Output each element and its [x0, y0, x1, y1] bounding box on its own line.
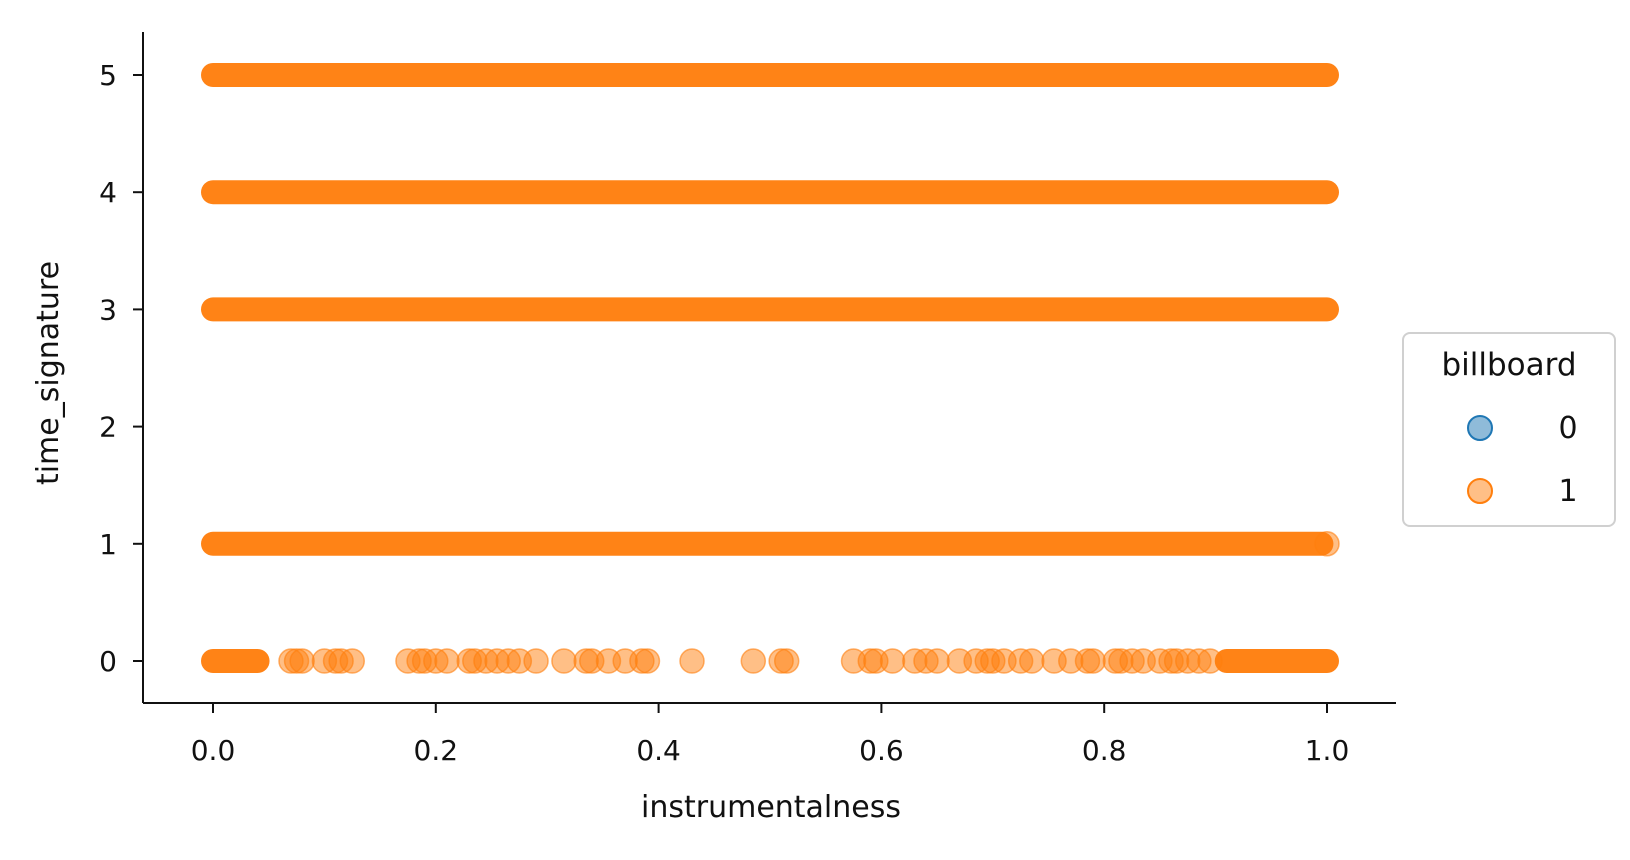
- axis-ticks: 0.0 0.2 0.4 0.6 0.8 1.0 0 1 2 3 4 5: [99, 59, 1349, 767]
- x-tick-label: 0.4: [636, 734, 681, 767]
- legend-label-0: 0: [1558, 411, 1577, 446]
- series-1-point: [523, 648, 549, 674]
- y-tick-label: 5: [99, 59, 117, 92]
- legend-title: billboard: [1441, 347, 1576, 383]
- x-tick-label: 0.8: [1082, 734, 1127, 767]
- series-1-point: [1080, 648, 1106, 674]
- legend-marker-0: [1467, 415, 1493, 441]
- series-1-point: [1314, 531, 1340, 557]
- series-1-point: [679, 648, 705, 674]
- legend-marker-1: [1467, 478, 1493, 504]
- y-axis-label: time_signature: [31, 261, 66, 485]
- series-1-point-band: [201, 649, 270, 673]
- legend-label-1: 1: [1558, 474, 1577, 509]
- series-1-point: [879, 648, 906, 674]
- series-1-point: [634, 648, 661, 674]
- series-1-point: [434, 648, 460, 674]
- series-1-point: [339, 648, 365, 674]
- legend: billboard 0 1: [1402, 332, 1616, 527]
- y-tick-label: 4: [99, 176, 117, 209]
- series-1-point-band: [201, 63, 1339, 87]
- series-1-point: [740, 648, 767, 674]
- x-tick-label: 0.2: [414, 734, 459, 767]
- x-tick-label: 0.6: [859, 734, 904, 767]
- series-1-point: [289, 648, 315, 674]
- x-axis-label: instrumentalness: [641, 790, 901, 825]
- series-1-point: [924, 648, 950, 674]
- series-1-point-band: [201, 531, 1334, 556]
- data-marks: [201, 63, 1340, 674]
- x-tick-label: 0.0: [191, 734, 236, 767]
- series-1-point: [1019, 648, 1045, 674]
- series-1-point-band: [201, 180, 1339, 205]
- y-tick-label: 3: [99, 293, 117, 326]
- series-1-point-band: [201, 297, 1339, 322]
- series-1-point-band: [1214, 649, 1339, 673]
- series-1-point: [1197, 648, 1223, 674]
- legend-frame: [1402, 332, 1616, 527]
- series-1-point: [773, 648, 800, 674]
- x-tick-label: 1.0: [1305, 734, 1350, 767]
- y-tick-label: 2: [99, 411, 117, 444]
- series-1-point: [551, 648, 577, 674]
- y-tick-label: 1: [99, 528, 117, 561]
- y-tick-label: 0: [99, 645, 117, 678]
